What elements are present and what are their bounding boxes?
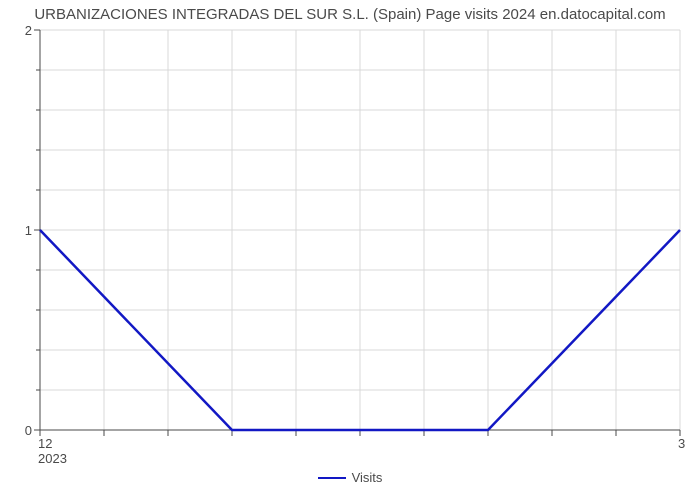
legend-swatch [318, 477, 346, 479]
y-tick-label: 0 [2, 423, 32, 438]
x-secondary-label: 2023 [38, 451, 67, 466]
chart-title: URBANIZACIONES INTEGRADAS DEL SUR S.L. (… [0, 6, 700, 23]
y-tick-label: 1 [2, 223, 32, 238]
legend-label: Visits [352, 470, 383, 485]
legend: Visits [0, 470, 700, 485]
y-tick-label: 2 [2, 23, 32, 38]
plot-svg [40, 30, 680, 430]
x-tick-label: 12 [38, 436, 52, 451]
chart-container: URBANIZACIONES INTEGRADAS DEL SUR S.L. (… [0, 0, 700, 500]
x-tick-label: 3 [678, 436, 685, 451]
plot-area [40, 30, 680, 430]
